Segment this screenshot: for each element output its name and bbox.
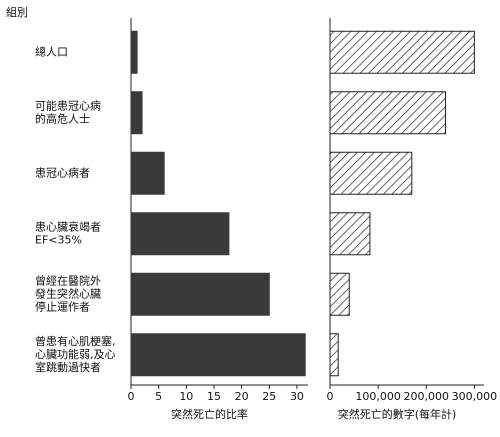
category-label: 患心臟衰竭者: [35, 219, 101, 233]
bar: [329, 151, 413, 195]
bar: [130, 151, 165, 195]
x-tick-label: 0: [128, 390, 135, 403]
x-tick-label: 10: [179, 390, 193, 403]
x-tick-label: 0: [327, 390, 334, 403]
x-tick-label: 5: [155, 390, 162, 403]
category-label: 曾患有心肌梗塞,: [35, 334, 116, 348]
category-label: 停止運作者: [35, 299, 90, 313]
bar: [130, 212, 230, 256]
bar: [130, 272, 270, 316]
y-axis-title: 組別: [6, 6, 28, 19]
x-tick-label: 15: [207, 390, 221, 403]
x-tick-label: 200,000: [404, 390, 450, 403]
category-label: 可能患冠心病: [35, 98, 101, 112]
bar: [329, 212, 371, 256]
category-label: 總人口: [35, 44, 68, 58]
x-axis-title: 突然死亡的數字(每年計): [338, 407, 457, 421]
bar: [130, 30, 138, 74]
bar: [329, 272, 350, 316]
category-label: 患冠心病者: [35, 165, 90, 179]
x-tick-label: 30: [290, 390, 304, 403]
bar: [130, 91, 143, 135]
x-tick-label: 25: [262, 390, 276, 403]
category-label: 心臟功能弱,及心: [35, 347, 116, 361]
x-tick-label: 20: [235, 390, 249, 403]
category-label: 的高危人士: [35, 111, 90, 125]
x-axis-title: 突然死亡的比率: [171, 407, 248, 421]
bar: [329, 333, 339, 377]
x-tick-label: 100,000: [355, 390, 401, 403]
bar: [329, 91, 446, 135]
bar: [130, 333, 306, 377]
category-label: 室跳動過快者: [35, 360, 101, 374]
category-label: 發生突然心臟: [35, 286, 101, 300]
category-label: 曾經在醫院外: [35, 273, 101, 287]
bar: [329, 30, 475, 74]
x-tick-label: 300,000: [452, 390, 498, 403]
category-label: EF<35%: [35, 233, 82, 246]
